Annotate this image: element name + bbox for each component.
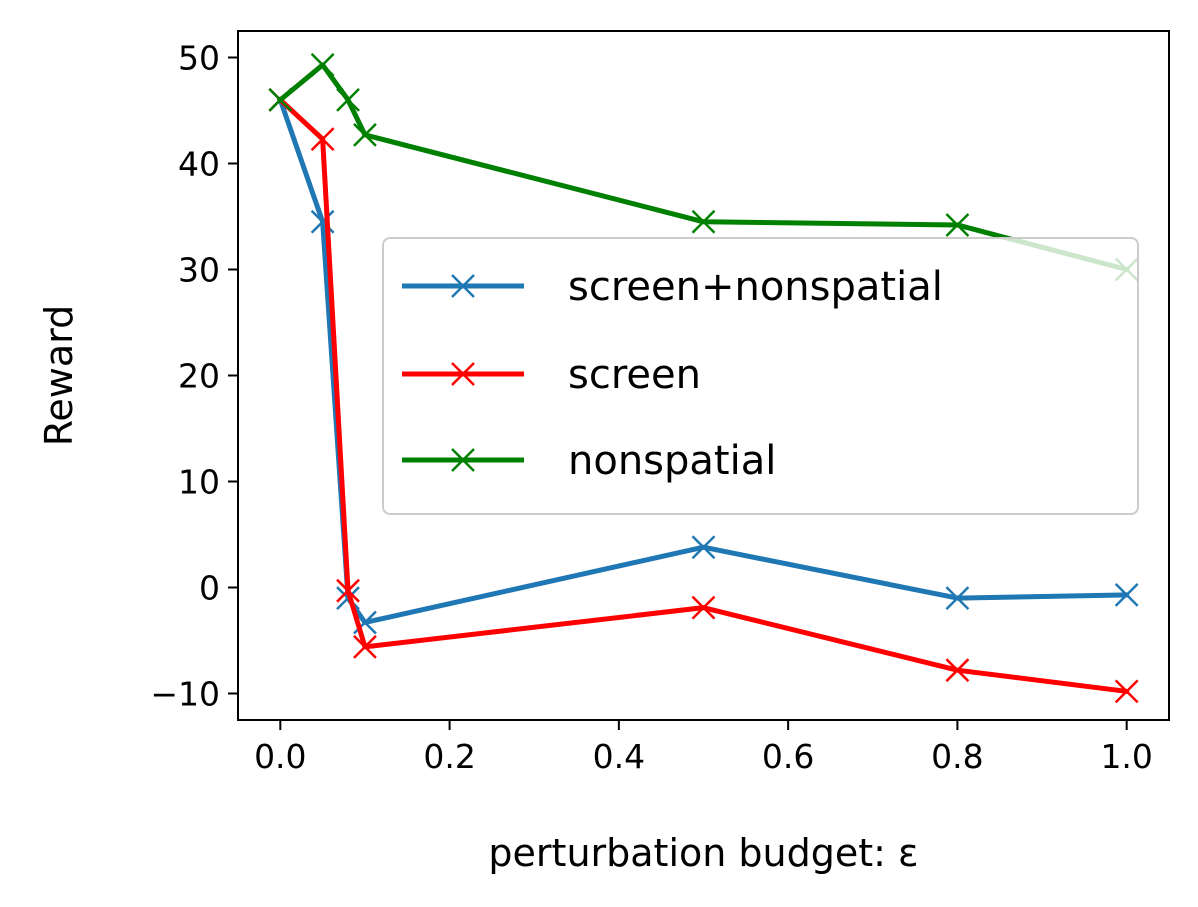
x-tick-label: 0.4 (593, 737, 645, 776)
data-point-marker-stroke (310, 53, 335, 77)
y-tick-label: 50 (178, 39, 220, 78)
data-point-marker-stroke (336, 88, 360, 112)
data-point-marker (691, 535, 716, 560)
data-point-marker-stroke (1114, 583, 1139, 607)
data-point-marker (336, 578, 360, 603)
legend-box (382, 237, 1139, 515)
legend-marker-swatch-stroke (451, 448, 475, 472)
y-tick-label: 10 (178, 463, 220, 502)
data-point-marker (945, 658, 970, 683)
data-point-marker (1114, 679, 1139, 704)
data-point-marker (945, 213, 970, 237)
x-tick-label: 1.0 (1100, 737, 1152, 776)
x-tick-label: 0.8 (931, 737, 983, 776)
data-point-marker (691, 209, 716, 234)
data-point-marker (310, 53, 335, 77)
legend-entry: screen+nonspatial (402, 264, 943, 310)
data-point-marker-stroke (310, 127, 335, 152)
legend: screen+nonspatial screen nonspatial (382, 237, 1139, 515)
data-point-marker-stroke (691, 535, 716, 560)
data-point-marker-stroke (945, 658, 970, 683)
x-axis-ticks: 0.0 0.2 0.4 0.6 0.8 1.0 (254, 720, 1153, 776)
data-point-marker (353, 634, 377, 659)
data-point-marker-stroke (353, 634, 377, 659)
y-tick-label: 20 (178, 357, 220, 396)
legend-entry: screen (402, 352, 701, 398)
data-point-marker (268, 88, 293, 112)
data-point-marker (945, 586, 970, 610)
legend-label: nonspatial (568, 438, 776, 484)
data-point-marker (691, 595, 716, 620)
x-tick-label: 0.2 (423, 737, 475, 776)
data-point-marker-stroke (945, 586, 970, 610)
legend-label: screen (568, 352, 701, 398)
data-point-marker (310, 127, 335, 152)
data-point-marker (353, 122, 377, 147)
data-point-marker-stroke (691, 209, 716, 234)
legend-entries: screen+nonspatial screen nonspatial (402, 264, 943, 484)
data-point-marker (336, 88, 360, 112)
legend-label: screen+nonspatial (568, 264, 943, 310)
y-tick-label: 30 (178, 251, 220, 290)
y-tick-label: 0 (199, 569, 220, 608)
legend-marker-swatch-stroke (451, 362, 475, 386)
legend-entry: nonspatial (402, 438, 776, 484)
x-tick-label: 0.6 (762, 737, 814, 776)
y-tick-label: −10 (150, 675, 220, 714)
legend-marker-swatch-stroke (451, 274, 475, 298)
data-point-marker-stroke (691, 595, 716, 620)
data-point-marker-stroke (336, 578, 360, 603)
y-axis-label: Reward (37, 305, 81, 447)
data-point-marker-stroke (268, 88, 293, 112)
legend-marker-swatch (451, 274, 475, 298)
data-point-marker-stroke (353, 122, 377, 147)
series-layer (268, 53, 1139, 704)
x-axis-label: perturbation budget: ε (488, 831, 918, 875)
data-point-marker-stroke (945, 213, 970, 237)
data-point-marker (1114, 583, 1139, 607)
legend-marker-swatch (451, 362, 475, 386)
data-point-marker-stroke (1114, 679, 1139, 704)
y-axis-ticks: −10 0 10 20 30 40 50 (150, 39, 238, 714)
legend-marker-swatch (451, 448, 475, 472)
series-screen-nonspatial (268, 88, 1139, 635)
data-point-marker-stroke (310, 209, 335, 234)
y-tick-label: 40 (178, 145, 220, 184)
x-tick-label: 0.0 (254, 737, 306, 776)
